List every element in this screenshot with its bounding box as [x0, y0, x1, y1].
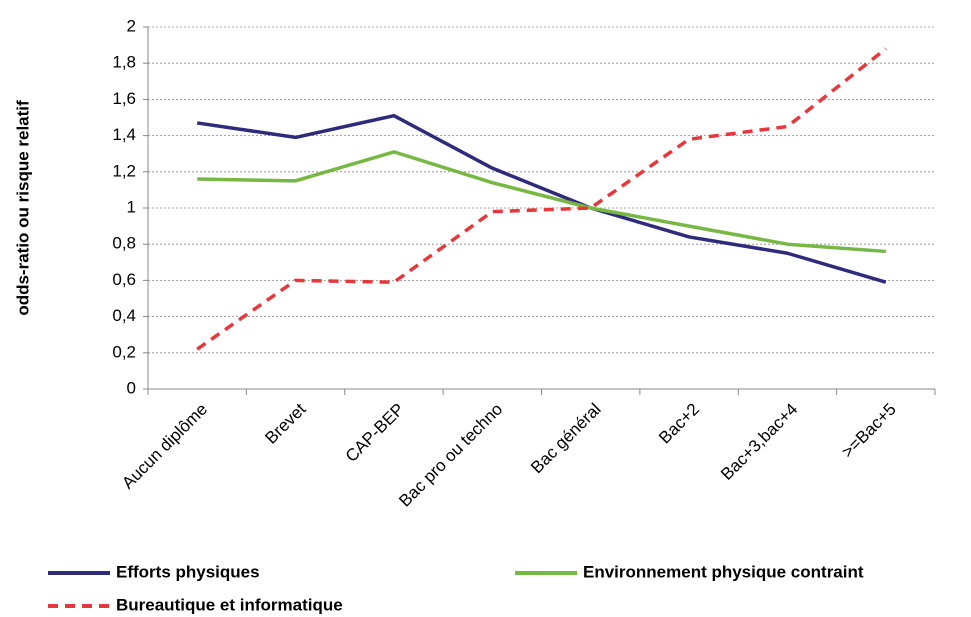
x-tick-label: Brevet	[261, 399, 309, 447]
x-tick-label: Bac général	[527, 400, 605, 478]
y-tick-label: 0	[127, 378, 136, 397]
y-tick-label: 0,6	[112, 270, 136, 289]
x-tick-label: Bac+2	[655, 400, 703, 448]
legend-label: Environnement physique contraint	[583, 562, 864, 581]
y-tick-label: 1,2	[112, 161, 136, 180]
legend-label: Bureautique et informatique	[116, 595, 343, 614]
x-tick-label: Bac+3,bac+4	[717, 400, 801, 484]
y-tick-label: 2	[127, 16, 136, 35]
x-tick-label: >=Bac+5	[838, 400, 900, 462]
legend-label: Efforts physiques	[116, 562, 260, 581]
series-line	[197, 150, 886, 254]
y-tick-label: 1,4	[112, 125, 136, 144]
y-tick-label: 1	[127, 197, 136, 216]
y-tick-label: 1,8	[112, 53, 136, 72]
y-tick-label: 0,2	[112, 342, 136, 361]
x-tick-label: Bac pro ou techno	[395, 400, 506, 511]
x-tick-label: Aucun diplôme	[118, 400, 211, 493]
series-line	[196, 113, 887, 284]
x-tick-label: CAP-BEP	[342, 400, 408, 466]
y-tick-label: 0,4	[112, 306, 136, 325]
y-tick-label: 1,6	[112, 89, 136, 108]
y-tick-label: 0,8	[112, 234, 136, 253]
series-line	[196, 47, 887, 351]
y-axis-label: odds-ratio ou risque relatif	[13, 100, 32, 316]
